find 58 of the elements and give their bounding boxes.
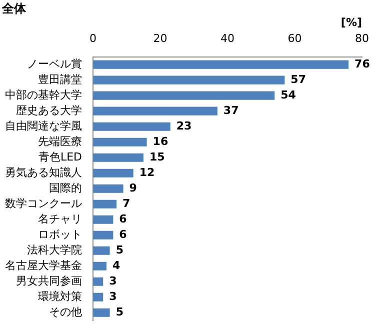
y-tick-label: 青色LED xyxy=(38,150,82,164)
data-label: 12 xyxy=(139,166,155,179)
y-tick-label: ロボット xyxy=(38,228,82,241)
chart-title: 全体 xyxy=(1,1,27,16)
x-tick-label: 20 xyxy=(153,32,168,46)
bar xyxy=(93,200,117,208)
bar xyxy=(93,292,104,302)
y-tick-label: 先端医療 xyxy=(38,134,82,148)
y-tick-label: 名古屋大学基金 xyxy=(5,258,82,272)
y-tick-label: 法科大学院 xyxy=(27,243,82,256)
bar xyxy=(93,308,110,317)
data-label: 15 xyxy=(149,150,165,164)
y-tick-label: 環境対策 xyxy=(38,290,82,303)
data-label: 4 xyxy=(112,258,120,272)
y-tick-label: 豊田講堂 xyxy=(38,72,82,86)
data-label: 23 xyxy=(176,119,192,132)
data-label: 6 xyxy=(119,228,128,241)
x-tick-label: 80 xyxy=(355,32,369,46)
x-axis-title: [%] xyxy=(340,16,362,29)
bar xyxy=(93,122,170,131)
bar xyxy=(93,153,144,162)
data-label: 5 xyxy=(116,306,124,319)
data-label: 7 xyxy=(122,196,130,210)
data-label: 37 xyxy=(223,104,239,117)
y-tick-label: ノーベル賞 xyxy=(27,57,82,70)
bar xyxy=(93,184,124,193)
data-label: 6 xyxy=(119,212,128,226)
bar xyxy=(93,168,134,178)
bar xyxy=(93,230,114,240)
y-tick-label: 数学コンクール xyxy=(5,196,82,210)
x-tick-label: 60 xyxy=(288,32,302,46)
bar xyxy=(93,215,114,224)
y-tick-label: 男女共同参画 xyxy=(16,274,82,288)
bar xyxy=(93,246,110,255)
data-label: 16 xyxy=(152,134,168,148)
bar xyxy=(93,91,275,100)
bar xyxy=(93,106,218,116)
y-tick-label: 国際的 xyxy=(49,181,82,194)
data-label: 76 xyxy=(354,57,370,70)
data-label: 5 xyxy=(116,243,124,256)
y-tick-label: 名チャリ xyxy=(38,212,82,226)
data-label: 9 xyxy=(129,181,137,194)
y-tick-label: 自由闊達な学風 xyxy=(5,119,82,132)
data-label: 3 xyxy=(109,290,117,303)
bar xyxy=(93,138,147,146)
bar xyxy=(93,277,104,286)
y-tick-label: その他 xyxy=(49,306,82,319)
data-label: 54 xyxy=(280,88,296,102)
bar xyxy=(93,60,349,69)
data-label: 3 xyxy=(109,274,117,288)
x-tick-label: 0 xyxy=(90,32,96,46)
y-tick-label: 勇気ある知識人 xyxy=(5,166,82,179)
data-label: 57 xyxy=(290,72,306,86)
y-tick-label: 中部の基幹大学 xyxy=(5,88,82,102)
x-tick-label: 40 xyxy=(220,32,234,46)
bar xyxy=(93,76,285,84)
bar xyxy=(93,262,106,270)
y-tick-label: 歴史ある大学 xyxy=(16,104,82,117)
